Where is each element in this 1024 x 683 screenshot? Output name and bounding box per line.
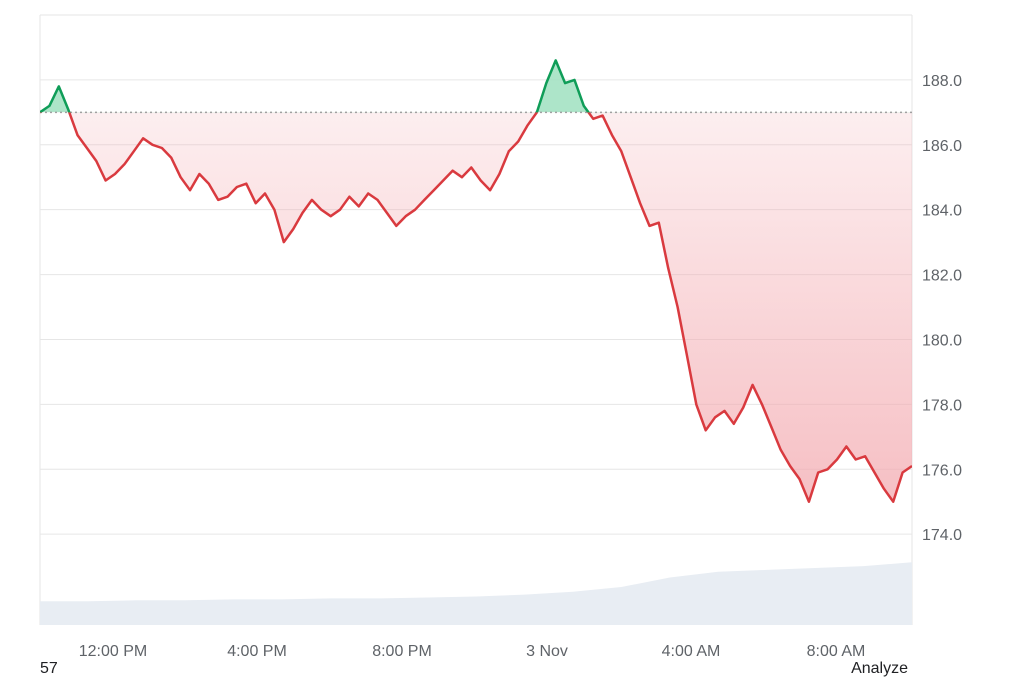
y-tick-label: 186.0 <box>922 138 962 155</box>
volume-area <box>40 562 912 625</box>
y-tick-label: 176.0 <box>922 462 962 479</box>
y-tick-label: 188.0 <box>922 73 962 90</box>
price-fill <box>40 60 912 502</box>
x-tick-label: 4:00 PM <box>227 643 287 660</box>
y-tick-label: 182.0 <box>922 268 962 285</box>
x-tick-label: 4:00 AM <box>662 643 721 660</box>
y-tick-label: 180.0 <box>922 332 962 349</box>
analyze-link[interactable]: Analyze <box>851 660 908 677</box>
x-axis-ticks: 12:00 PM 4:00 PM 8:00 PM 3 Nov 4:00 AM 8:00 A… <box>79 643 866 660</box>
price-line-down <box>40 112 912 503</box>
y-tick-label: 184.0 <box>922 203 962 220</box>
x-tick-label: 3 Nov <box>526 643 568 660</box>
x-tick-label: 8:00 AM <box>807 643 866 660</box>
price-line <box>40 59 912 503</box>
x-tick-label: 12:00 PM <box>79 643 147 660</box>
footer-left-text: 57 <box>40 660 58 677</box>
x-tick-label: 8:00 PM <box>372 643 432 660</box>
y-tick-label: 178.0 <box>922 397 962 414</box>
y-tick-label: 174.0 <box>922 527 962 544</box>
volume-shape <box>40 562 912 625</box>
down-fill-area <box>69 112 912 502</box>
y-axis-ticks: 188.0 186.0 184.0 182.0 180.0 178.0 176.0 174.0 <box>922 73 962 544</box>
